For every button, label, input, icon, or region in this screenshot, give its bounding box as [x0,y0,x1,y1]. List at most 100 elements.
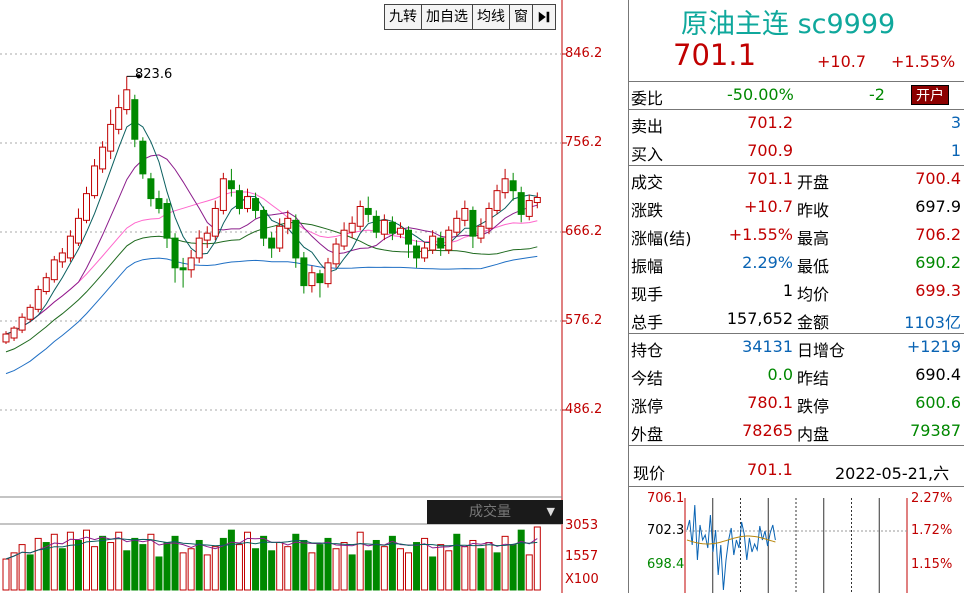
candle-body [324,262,332,285]
candle-body [477,225,485,239]
candle-body [421,247,429,259]
price-change: +10.7 [817,52,867,71]
stat-label: 涨幅(结) [631,229,692,248]
stat-value: 1 [782,281,793,300]
candle-body [203,232,211,241]
volume-bar [364,550,372,591]
stat-label: 金额 [797,313,830,332]
jiuzhuan-button[interactable]: 九转 [385,5,422,29]
candle-body [308,272,316,287]
stat-label: 成交 [631,173,664,192]
now-value: 701.1 [747,460,793,479]
stat-row: 现手 1 均价 699.3 [629,277,964,305]
volume-bar [244,531,251,591]
volume-bar [107,542,115,591]
candle-body [300,257,308,287]
sell-label: 卖出 [631,117,664,136]
candle-body [66,235,74,259]
stat-value: 79387 [910,421,961,440]
stat-value: +1219 [906,337,961,356]
candle-body [115,107,123,130]
window-button[interactable]: 窗 [510,5,533,29]
candle-body [171,237,179,269]
candle-body [276,225,284,249]
weibi-label: 委比 [631,89,664,108]
weibi-value: -50.00% [727,85,794,104]
candle-body [131,99,139,140]
quote-panel: 原油主连 sc9999 701.1 +10.7 +1.55% 委比 -50.00… [628,0,964,593]
mini-price-mid: 702.3 [647,523,685,538]
candle-body [413,245,421,259]
candle-body [252,198,260,211]
candle-body [91,165,99,197]
candle-body [42,277,50,293]
volume-bar [26,554,34,591]
stat-value: 780.1 [747,393,793,412]
divider [629,109,964,110]
price-tick-1: 846.2 [565,46,603,61]
stat-value: 0.0 [767,365,793,384]
open-account-button[interactable]: 开户 [911,85,949,105]
candle-body [99,146,107,170]
candle-body [445,229,453,251]
volume-bar [18,544,26,591]
stat-label: 总手 [631,313,664,332]
volume-bar [235,544,243,591]
candle-body [179,267,187,271]
volume-bar [179,552,187,591]
candle-body [437,237,445,249]
stat-label: 振幅 [631,257,664,276]
volume-bar [405,552,412,591]
buy-row: 买入 700.9 1 [629,137,964,165]
candle-body [139,140,147,175]
volume-bar [10,552,18,591]
kline-svg [0,0,567,593]
candle-body [235,190,243,209]
candle-body [340,229,348,247]
volume-bar [211,546,219,591]
candle-body [187,257,195,271]
volume-bar [34,537,42,591]
price-change-pct: +1.55% [891,52,956,71]
candle-body [244,196,251,209]
volume-bar [74,539,82,591]
volume-bar [42,542,50,591]
candle-body [163,203,171,239]
stat-label: 内盘 [797,425,830,444]
volume-bar [2,558,10,591]
volume-bar [308,552,316,591]
stat-label: 现手 [631,285,664,304]
candle-body [227,180,235,190]
volume-indicator-select[interactable]: 成交量 ▼ [427,500,563,524]
volume-bar [533,526,541,591]
candle-body [501,178,509,194]
candle-body [388,221,396,234]
moving-average-button[interactable]: 均线 [473,5,510,29]
candle-body [284,217,292,229]
candle-body [34,289,42,310]
volume-unit: X100 [565,572,599,587]
stat-label: 跌停 [797,397,830,416]
kline-chart[interactable]: 九转 加自选 均线 窗 846.2 756.2 666.2 576.2 486.… [0,0,628,593]
candle-body [493,190,501,211]
volume-bar [276,542,284,591]
volume-bar [421,537,429,591]
collapse-arrow-icon[interactable] [533,5,555,29]
volume-bar [348,554,356,591]
stat-label: 外盘 [631,425,664,444]
volume-ma10-line [5,538,538,560]
stat-row: 涨幅(结) +1.55% 最高 706.2 [629,221,964,249]
mini-pct-low: 1.15% [911,557,953,572]
stat-row: 总手 157,652 金额 1103亿 [629,305,964,333]
price-tick-2: 756.2 [565,135,603,150]
add-watchlist-button[interactable]: 加自选 [422,5,473,29]
candle-body [372,215,380,233]
volume-bar [388,535,396,591]
candle-body [396,227,404,235]
candle-body [380,219,388,235]
price-tick-4: 576.2 [565,313,603,328]
volume-bar [227,529,235,591]
candle-body [74,217,82,244]
candle-body [211,207,219,237]
volume-bar [131,537,139,591]
